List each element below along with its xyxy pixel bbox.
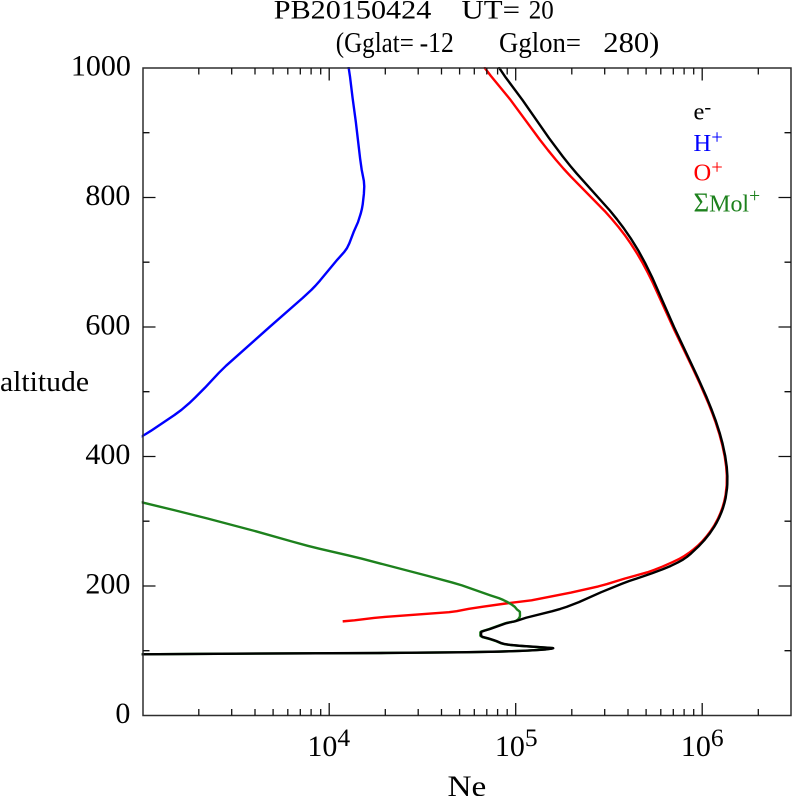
svg-text:UT=: UT= xyxy=(462,0,521,24)
svg-text:200: 200 xyxy=(85,568,130,601)
svg-text:Ne: Ne xyxy=(448,770,487,796)
svg-text:ΣMol+: ΣMol+ xyxy=(694,186,761,218)
svg-text:280): 280) xyxy=(603,28,659,59)
svg-text:Gglon=: Gglon= xyxy=(499,28,581,59)
svg-text:0: 0 xyxy=(115,697,130,730)
svg-text:PB20150424: PB20150424 xyxy=(274,0,432,24)
svg-text:800: 800 xyxy=(85,179,130,212)
svg-text:1000: 1000 xyxy=(71,50,131,83)
svg-text:(Gglat=: (Gglat= xyxy=(336,28,414,59)
svg-text:400: 400 xyxy=(85,438,130,471)
svg-text:600: 600 xyxy=(85,309,130,342)
svg-text:20: 20 xyxy=(529,0,554,24)
svg-text:altitude: altitude xyxy=(0,366,89,398)
svg-text:-12: -12 xyxy=(420,28,454,59)
